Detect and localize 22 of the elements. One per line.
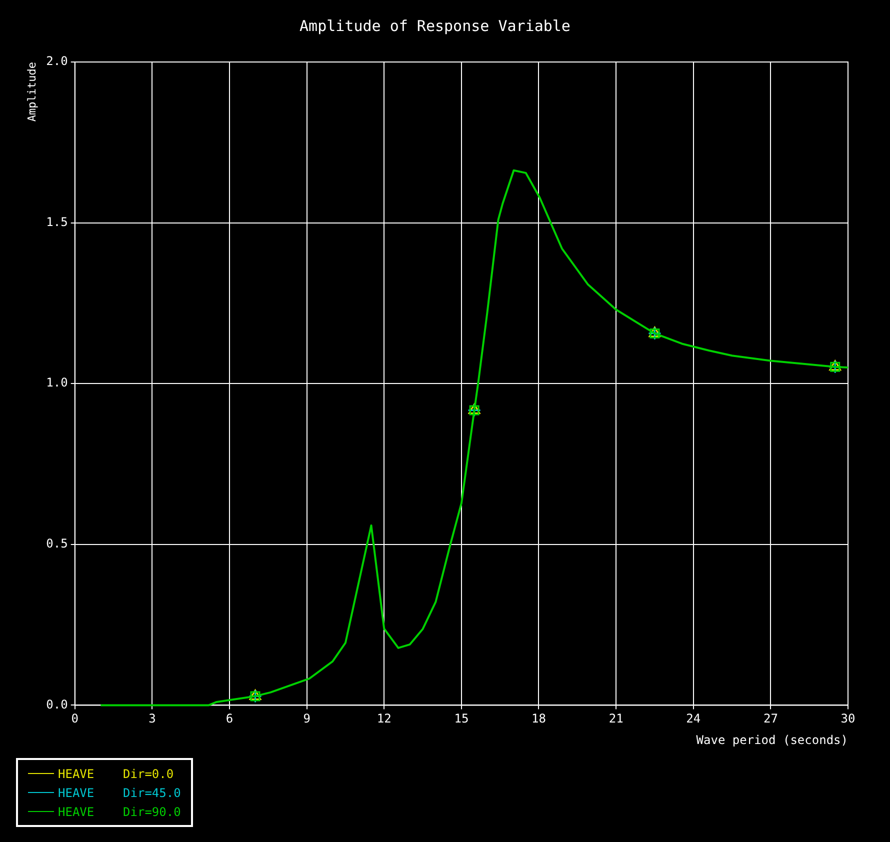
x-tick-label: 24	[686, 712, 701, 726]
y-tick-label: 0.5	[46, 536, 68, 551]
y-tick-label: 1.0	[46, 376, 68, 390]
y-tick-label: 2.0	[46, 54, 68, 68]
x-tick-label: 30	[840, 712, 856, 726]
y-tick-label: 1.5	[46, 214, 68, 229]
x-axis-title: Wave period (seconds)	[696, 732, 848, 747]
y-axis-title: Amplitude	[25, 62, 38, 122]
chart-title: Amplitude of Response Variable	[300, 16, 570, 35]
x-tick-label: 0	[71, 712, 78, 726]
x-tick-label: 15	[454, 712, 469, 726]
x-tick-label: 27	[763, 712, 778, 726]
y-tick-label: 0.0	[46, 697, 68, 712]
legend-label: HEAVE Dir=0.0	[58, 766, 174, 780]
legend-label: HEAVE Dir=90.0	[58, 804, 181, 818]
legend-label: HEAVE Dir=45.0	[58, 786, 181, 800]
x-tick-label: 3	[148, 712, 156, 726]
x-tick-label: 18	[532, 712, 546, 726]
x-tick-label: 21	[608, 712, 624, 726]
x-tick-label: 12	[376, 712, 392, 726]
x-tick-label: 6	[226, 712, 234, 726]
x-tick-label: 9	[303, 712, 310, 726]
